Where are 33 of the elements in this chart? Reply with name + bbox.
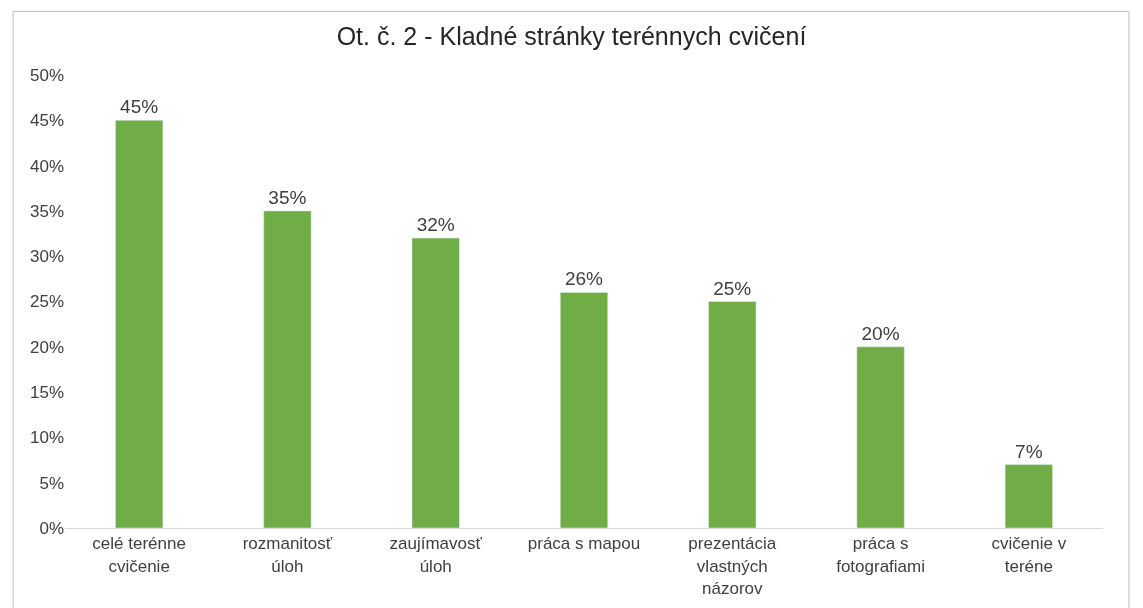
y-tick-label: 50% — [29, 65, 64, 85]
y-tick-label: 35% — [29, 201, 64, 221]
y-tick-label: 15% — [29, 383, 64, 403]
x-tick-label: prezentácia vlastných názorov — [688, 534, 777, 598]
x-tick-label: zaujímavosť úloh — [389, 534, 483, 576]
data-label: 7% — [1015, 440, 1043, 462]
y-tick-label: 20% — [29, 337, 64, 357]
y-tick-label: 45% — [29, 111, 64, 131]
x-tick-label: cvičenie v teréne — [991, 534, 1067, 576]
chart-title: Ot. č. 2 - Kladné stránky terénnych cvičení — [336, 21, 807, 50]
bar — [708, 301, 757, 528]
y-tick-label: 5% — [39, 473, 64, 493]
x-tick-label: rozmanitosť úloh — [242, 534, 333, 576]
x-tick-label: práca s mapou — [527, 534, 641, 554]
bar — [411, 237, 460, 528]
data-label: 45% — [120, 96, 159, 118]
data-label: 20% — [861, 322, 900, 344]
x-tick-label: práca s fotografiami — [836, 534, 925, 576]
data-label: 32% — [416, 214, 455, 236]
y-tick-label: 25% — [29, 292, 64, 312]
y-tick-label: 30% — [29, 247, 64, 267]
bar — [856, 346, 905, 528]
data-label: 25% — [713, 277, 752, 299]
y-tick-label: 10% — [29, 428, 64, 448]
bar — [115, 120, 164, 528]
x-tick-label: celé terénne cvičenie — [92, 534, 186, 576]
y-tick-label: 40% — [29, 156, 64, 176]
data-label: 35% — [268, 186, 307, 208]
y-tick-label: 0% — [39, 518, 64, 538]
bar — [1004, 464, 1053, 528]
bar — [560, 292, 608, 528]
bar — [263, 210, 312, 528]
data-label: 26% — [564, 268, 604, 290]
